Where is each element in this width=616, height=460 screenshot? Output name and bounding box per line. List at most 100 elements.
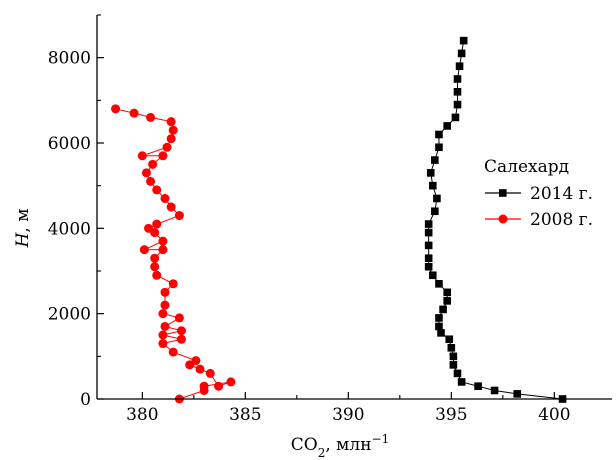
data-point xyxy=(160,321,170,331)
data-point xyxy=(137,151,147,161)
data-point xyxy=(453,88,462,96)
data-point xyxy=(176,334,186,344)
data-point xyxy=(443,297,451,305)
data-point xyxy=(424,220,433,228)
data-point xyxy=(433,194,441,203)
data-point xyxy=(457,49,466,58)
data-point xyxy=(445,335,454,344)
data-point xyxy=(150,262,160,272)
data-point xyxy=(424,228,433,237)
data-point xyxy=(174,313,184,323)
data-point xyxy=(490,386,499,395)
data-point xyxy=(457,378,466,386)
y-axis-title: H, м xyxy=(13,209,33,249)
data-point xyxy=(424,241,433,250)
y-tick-label: 0 xyxy=(80,390,91,410)
data-point xyxy=(158,245,168,255)
data-point xyxy=(424,262,433,271)
data-point xyxy=(168,125,178,135)
data-point xyxy=(158,151,168,161)
series-2 xyxy=(111,104,236,404)
data-point xyxy=(205,368,215,378)
x-tick-label: 390 xyxy=(332,405,364,425)
data-point xyxy=(443,122,451,130)
data-point xyxy=(168,347,178,357)
data-point xyxy=(195,364,205,374)
data-point xyxy=(158,339,168,349)
data-point xyxy=(437,329,445,337)
data-point xyxy=(174,211,184,221)
data-point xyxy=(449,352,458,361)
data-point xyxy=(166,134,176,144)
x-tick-label: 385 xyxy=(229,405,261,425)
data-point xyxy=(426,169,435,177)
data-point xyxy=(160,300,170,310)
data-point xyxy=(439,305,447,314)
y-tick-label: 8000 xyxy=(48,49,91,69)
data-point xyxy=(435,143,443,152)
data-point xyxy=(453,100,462,109)
data-point xyxy=(162,142,172,152)
data-point xyxy=(166,202,176,212)
data-point xyxy=(148,159,158,169)
data-point xyxy=(513,390,522,398)
legend-marker xyxy=(498,214,508,224)
legend-title: Салехард xyxy=(484,157,569,177)
data-point xyxy=(166,117,176,127)
data-point xyxy=(168,279,178,289)
data-point xyxy=(152,219,162,229)
legend-marker xyxy=(499,189,507,197)
data-point xyxy=(158,236,168,246)
data-point xyxy=(435,314,443,322)
data-point xyxy=(111,104,121,114)
data-point xyxy=(139,245,149,255)
data-point xyxy=(428,271,437,280)
data-point xyxy=(453,369,462,378)
data-point xyxy=(459,36,468,45)
data-point xyxy=(451,113,460,122)
x-axis-title: CO2, млн−1 xyxy=(291,432,389,460)
data-point xyxy=(146,176,156,186)
y-tick-label: 2000 xyxy=(48,305,91,325)
data-point xyxy=(150,253,160,263)
data-point xyxy=(428,181,437,190)
legend-label: 2014 г. xyxy=(530,184,593,204)
data-point xyxy=(424,254,433,262)
data-point xyxy=(152,270,162,280)
data-point xyxy=(152,185,162,195)
x-axis-title-superscript: −1 xyxy=(372,432,390,446)
legend-label: 2008 г. xyxy=(530,210,593,230)
y-tick-label: 4000 xyxy=(48,219,91,239)
data-point xyxy=(453,75,462,83)
data-point xyxy=(435,130,443,139)
data-point xyxy=(160,287,170,297)
data-point xyxy=(455,62,464,70)
x-axis-title-subscript: 2 xyxy=(318,446,326,460)
x-tick-label: 395 xyxy=(435,405,467,425)
data-point xyxy=(214,381,224,391)
data-point xyxy=(191,356,201,366)
data-point xyxy=(449,361,458,369)
series-1 xyxy=(424,36,567,403)
data-point xyxy=(176,326,186,336)
x-tick-label: 400 xyxy=(538,405,570,425)
data-point xyxy=(160,193,170,203)
x-tick-label: 380 xyxy=(126,405,158,425)
data-point xyxy=(129,108,139,118)
data-point xyxy=(226,377,236,387)
series-layer xyxy=(111,36,567,404)
y-tick-label: 6000 xyxy=(48,134,91,154)
data-point xyxy=(447,344,456,352)
data-point xyxy=(144,223,153,233)
data-point xyxy=(431,156,439,164)
legend: Салехард 2014 г. 2008 г. xyxy=(484,157,593,230)
data-point xyxy=(443,288,451,297)
data-point xyxy=(158,330,168,340)
data-point xyxy=(141,168,151,178)
data-point xyxy=(199,381,209,391)
data-point xyxy=(435,280,443,288)
data-point xyxy=(431,207,439,216)
data-point xyxy=(146,112,156,122)
